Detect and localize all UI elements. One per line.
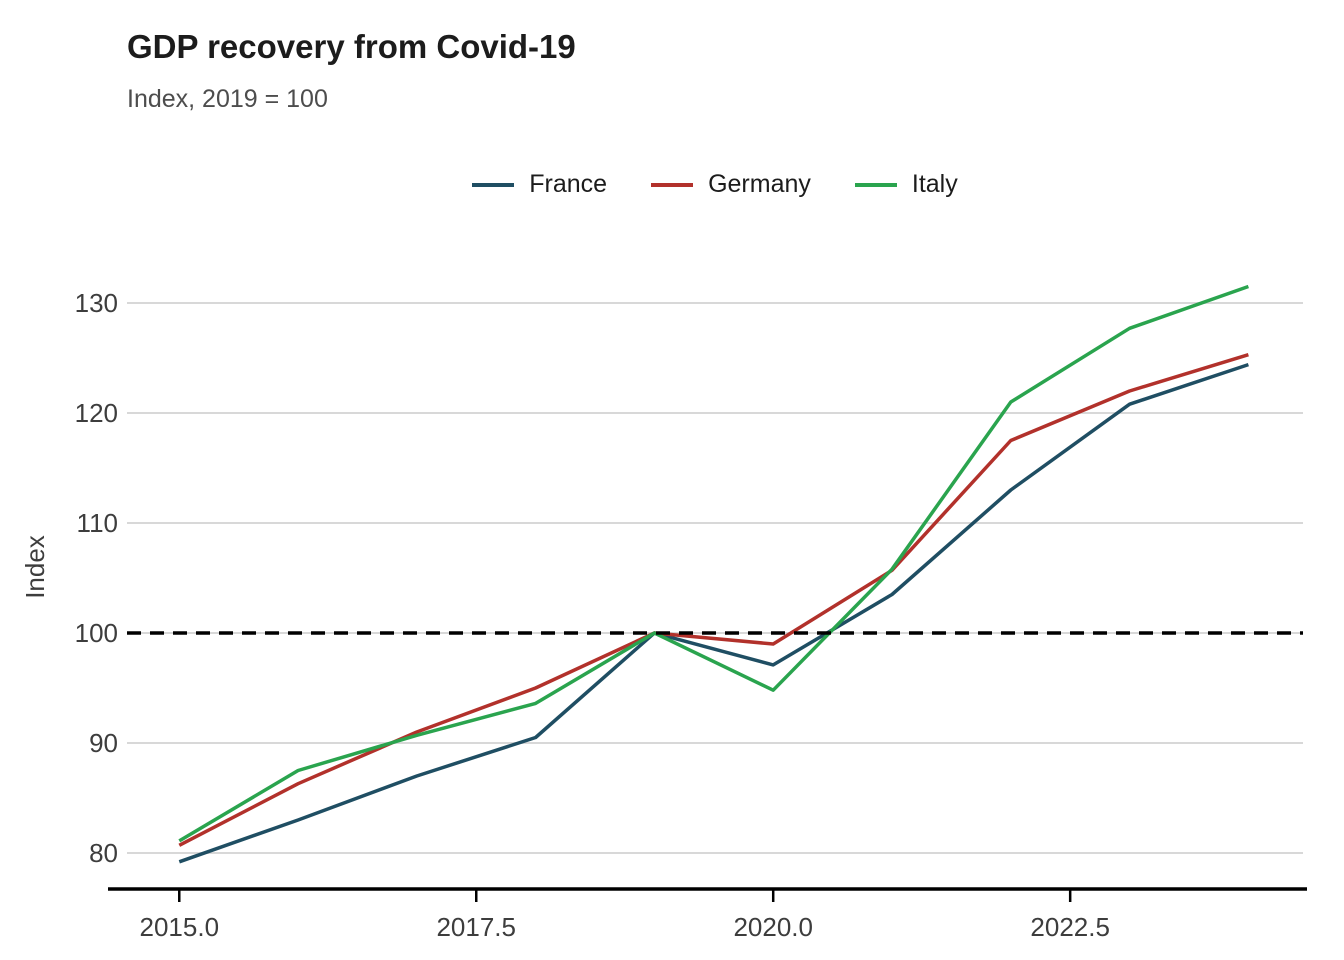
x-tick-label: 2015.0 xyxy=(140,912,220,942)
series-line-italy xyxy=(178,284,1249,843)
legend-line-swatch-france xyxy=(472,182,515,187)
legend-item-germany: Germany xyxy=(651,170,811,199)
series-line-germany xyxy=(178,353,1249,847)
legend-label-italy: Italy xyxy=(911,170,958,198)
legend-item-france: France xyxy=(472,170,607,199)
legend: France Germany Italy xyxy=(127,170,1303,199)
y-axis-title: Index xyxy=(20,535,50,599)
legend-label-france: France xyxy=(529,170,608,198)
y-tick-label: 90 xyxy=(89,728,118,758)
chart-title: GDP recovery from Covid-19 xyxy=(127,28,576,65)
series-line-france xyxy=(178,362,1249,864)
chart-subtitle: Index, 2019 = 100 xyxy=(127,85,328,113)
y-tick-label: 100 xyxy=(75,618,118,648)
legend-line-swatch-italy xyxy=(854,182,897,187)
x-tick-label: 2022.5 xyxy=(1030,912,1110,942)
legend-label-germany: Germany xyxy=(708,170,811,198)
y-tick-label: 110 xyxy=(77,508,118,538)
y-tick-label: 80 xyxy=(89,838,118,868)
legend-item-italy: Italy xyxy=(854,170,958,199)
x-tick-label: 2017.5 xyxy=(436,912,516,942)
y-tick-label: 130 xyxy=(75,288,118,318)
x-tick-label: 2020.0 xyxy=(733,912,813,942)
y-tick-label: 120 xyxy=(75,398,118,428)
legend-line-swatch-germany xyxy=(651,182,694,187)
